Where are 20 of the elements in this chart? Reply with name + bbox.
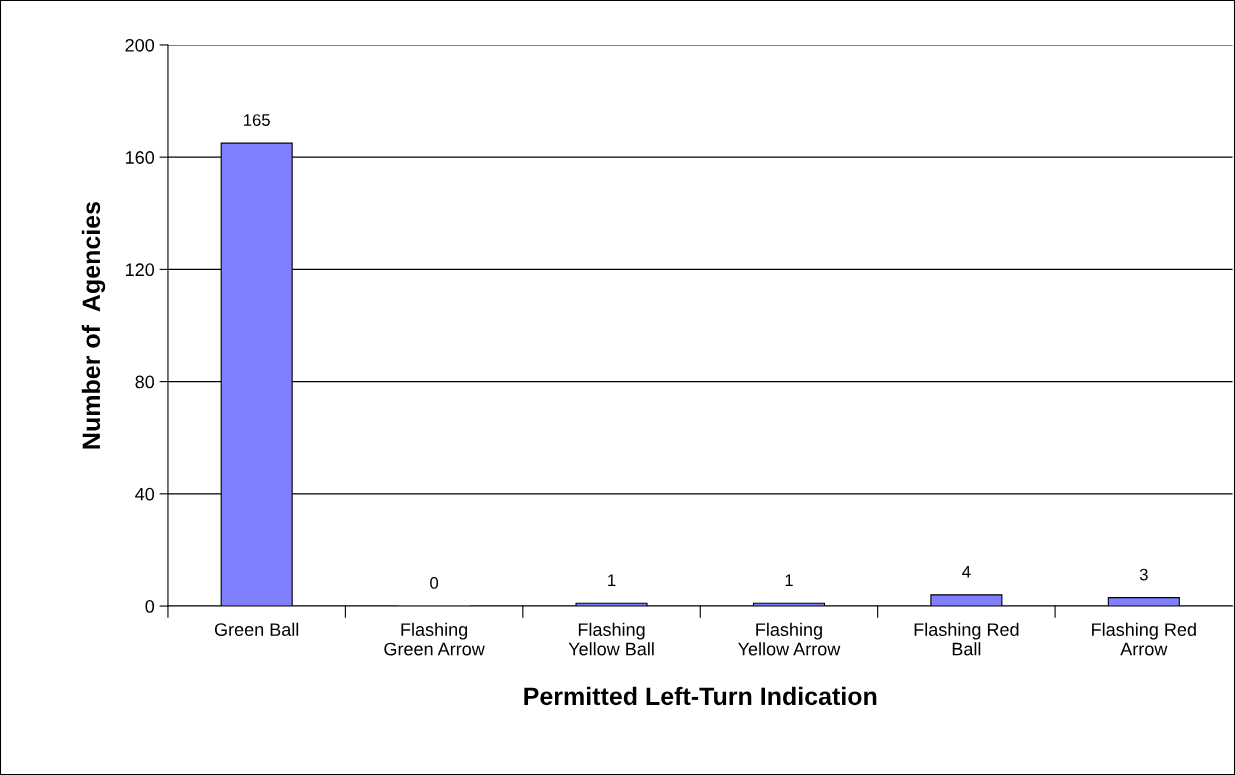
y-tick-label: 160 <box>126 151 155 164</box>
data-label: 0 <box>430 577 439 589</box>
x-tick-label: Flashing Green Arrow <box>384 622 485 656</box>
x-tick-label: Flashing Yellow Ball <box>568 622 654 656</box>
x-tick-label: Flashing Yellow Arrow <box>738 622 841 656</box>
data-label: 4 <box>962 566 971 578</box>
data-label: 165 <box>244 114 270 126</box>
y-tick-label: 80 <box>135 375 155 389</box>
x-axis-title: Permitted Left-Turn Indication <box>524 686 877 706</box>
y-tick-label: 0 <box>145 599 155 613</box>
data-label: 3 <box>1139 568 1148 581</box>
y-tick-label: 40 <box>135 487 155 501</box>
x-tick-label: Flashing Red Arrow <box>1092 622 1196 656</box>
y-tick-label: 200 <box>125 38 155 52</box>
x-tick-label: Green Ball <box>214 622 299 636</box>
data-label: 1 <box>785 574 793 586</box>
y-axis-title: Number of Agencies <box>81 201 106 449</box>
x-tick-label: Flashing Red Ball <box>914 622 1019 656</box>
y-tick-label: 120 <box>126 263 155 277</box>
data-label: 1 <box>608 574 616 586</box>
